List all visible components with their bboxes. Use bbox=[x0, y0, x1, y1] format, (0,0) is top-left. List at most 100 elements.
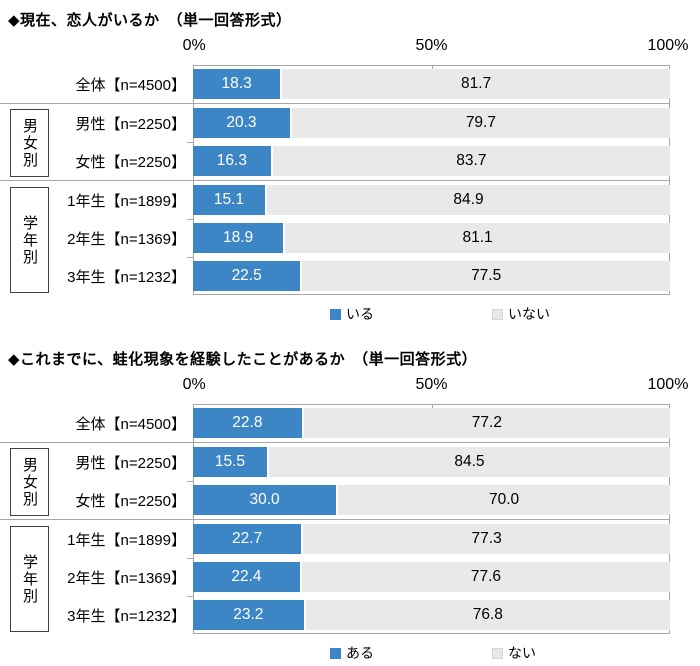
table-row: 女性【n=2250】 16.3 83.7 bbox=[0, 142, 670, 180]
legend-item-no: いない bbox=[492, 304, 550, 324]
table-row: 女性【n=2250】 30.0 70.0 bbox=[0, 481, 670, 519]
bar-segment-no: 84.5 bbox=[266, 447, 670, 477]
chart-title: ◆これまでに、蛙化現象を経験したことがあるか （単一回答形式） bbox=[8, 351, 478, 368]
x-axis: 0% 50% 100% bbox=[183, 37, 689, 59]
bar-segment-no: 77.3 bbox=[301, 524, 670, 554]
legend-swatch-yes-icon bbox=[330, 647, 341, 659]
legend-swatch-yes-icon bbox=[330, 308, 341, 320]
group-box-label: 学年別 bbox=[21, 214, 38, 266]
bar-segment-yes: 18.3 bbox=[193, 69, 281, 99]
bar-segment-yes: 30.0 bbox=[193, 485, 337, 515]
table-row: 男性【n=2250】 15.5 84.5 bbox=[0, 443, 670, 481]
group-box-grade: 学年別 bbox=[10, 526, 49, 632]
legend-label: ある bbox=[346, 645, 374, 661]
plot-area: 男女別 学年別 全体【n=4500】 22.8 77.2 男性【n=2250】 … bbox=[0, 404, 670, 634]
legend: いる いない bbox=[0, 304, 700, 324]
group-grade: 1年生【n=1899】 15.1 84.9 2年生【n=1369】 18.9 8… bbox=[0, 180, 670, 295]
group-box-label: 男女別 bbox=[21, 456, 38, 508]
bar-segment-no: 76.8 bbox=[303, 600, 670, 630]
bar: 15.5 84.5 bbox=[193, 447, 670, 477]
group-total: 全体【n=4500】 18.3 81.7 bbox=[0, 65, 670, 103]
table-row: 3年生【n=1232】 22.5 77.5 bbox=[0, 257, 670, 295]
bar: 22.4 77.6 bbox=[193, 562, 670, 592]
x-axis: 0% 50% 100% bbox=[183, 376, 689, 398]
chart-frogization: ◆これまでに、蛙化現象を経験したことがあるか （単一回答形式） 0% 50% 1… bbox=[0, 324, 700, 663]
bar-segment-no: 83.7 bbox=[270, 146, 670, 176]
axis-tick-0: 0% bbox=[182, 376, 206, 393]
legend-swatch-no-icon bbox=[492, 308, 503, 320]
bar-segment-yes: 20.3 bbox=[193, 108, 290, 138]
group-gender: 男性【n=2250】 15.5 84.5 女性【n=2250】 30.0 70.… bbox=[0, 442, 670, 519]
row-label: 2年生【n=1369】 bbox=[67, 569, 186, 587]
row-label: 1年生【n=1899】 bbox=[67, 531, 186, 549]
table-row: 全体【n=4500】 18.3 81.7 bbox=[0, 65, 670, 103]
bar: 22.5 77.5 bbox=[193, 261, 670, 291]
axis-tick-0: 0% bbox=[182, 37, 206, 54]
legend-swatch-no-icon bbox=[492, 647, 503, 659]
bar-segment-no: 77.5 bbox=[300, 261, 670, 291]
bar-segment-no: 81.1 bbox=[283, 223, 670, 253]
row-label: 1年生【n=1899】 bbox=[67, 192, 186, 210]
bar: 16.3 83.7 bbox=[193, 146, 670, 176]
legend-item-no: ない bbox=[492, 643, 536, 663]
bar-segment-yes: 18.9 bbox=[193, 223, 284, 253]
bar-segment-no: 77.2 bbox=[301, 408, 670, 438]
bar-segment-yes: 16.3 bbox=[193, 146, 271, 176]
axis-tick-50: 50% bbox=[415, 37, 448, 54]
bar-segment-yes: 22.5 bbox=[193, 261, 301, 291]
group-grade: 1年生【n=1899】 22.7 77.3 2年生【n=1369】 22.4 7… bbox=[0, 519, 670, 634]
bar: 18.9 81.1 bbox=[193, 223, 670, 253]
legend-label: いない bbox=[508, 306, 550, 322]
row-label: 男性【n=2250】 bbox=[75, 454, 186, 472]
legend: ある ない bbox=[0, 643, 700, 663]
row-label: 全体【n=4500】 bbox=[75, 415, 186, 433]
legend-item-yes: いる bbox=[330, 304, 374, 324]
bar: 20.3 79.7 bbox=[193, 108, 670, 138]
table-row: 1年生【n=1899】 15.1 84.9 bbox=[0, 181, 670, 219]
axis-tick-50: 50% bbox=[415, 376, 448, 393]
row-tick bbox=[187, 219, 194, 220]
row-tick bbox=[187, 481, 194, 482]
chart-partner: ◆現在、恋人がいるか （単一回答形式） 0% 50% 100% 男女別 学年別 … bbox=[0, 0, 700, 324]
bar: 23.2 76.8 bbox=[193, 600, 670, 630]
chart-title: ◆現在、恋人がいるか （単一回答形式） bbox=[8, 12, 292, 29]
row-tick bbox=[187, 558, 194, 559]
axis-tick-100: 100% bbox=[647, 376, 689, 393]
table-row: 3年生【n=1232】 23.2 76.8 bbox=[0, 596, 670, 634]
group-box-label: 男女別 bbox=[21, 117, 38, 169]
group-total: 全体【n=4500】 22.8 77.2 bbox=[0, 404, 670, 442]
table-row: 2年生【n=1369】 22.4 77.6 bbox=[0, 558, 670, 596]
bar-segment-yes: 22.7 bbox=[193, 524, 302, 554]
group-box-label: 学年別 bbox=[21, 553, 38, 605]
bar-segment-yes: 22.4 bbox=[193, 562, 300, 592]
group-box-gender: 男女別 bbox=[10, 448, 49, 516]
row-label: 3年生【n=1232】 bbox=[67, 268, 186, 286]
table-row: 全体【n=4500】 22.8 77.2 bbox=[0, 404, 670, 442]
bar: 22.8 77.2 bbox=[193, 408, 670, 438]
bar-segment-yes: 22.8 bbox=[193, 408, 302, 438]
bar-segment-no: 81.7 bbox=[280, 69, 670, 99]
plot-area: 男女別 学年別 全体【n=4500】 18.3 81.7 男性【n=2250】 … bbox=[0, 65, 670, 295]
legend-item-yes: ある bbox=[330, 643, 374, 663]
legend-label: いる bbox=[346, 306, 374, 322]
bar-segment-no: 79.7 bbox=[289, 108, 670, 138]
bar: 22.7 77.3 bbox=[193, 524, 670, 554]
bar-segment-no: 70.0 bbox=[336, 485, 670, 515]
row-tick bbox=[187, 142, 194, 143]
row-tick bbox=[187, 596, 194, 597]
group-box-gender: 男女別 bbox=[10, 109, 49, 177]
bar-segment-no: 77.6 bbox=[299, 562, 670, 592]
axis-tick-100: 100% bbox=[647, 37, 689, 54]
bar-segment-no: 84.9 bbox=[265, 185, 670, 215]
legend-label: ない bbox=[508, 645, 536, 661]
row-label: 全体【n=4500】 bbox=[75, 76, 186, 94]
row-label: 男性【n=2250】 bbox=[75, 115, 186, 133]
row-tick bbox=[187, 257, 194, 258]
bar: 15.1 84.9 bbox=[193, 185, 670, 215]
table-row: 1年生【n=1899】 22.7 77.3 bbox=[0, 520, 670, 558]
row-label: 女性【n=2250】 bbox=[75, 492, 186, 510]
row-label: 2年生【n=1369】 bbox=[67, 230, 186, 248]
row-label: 女性【n=2250】 bbox=[75, 153, 186, 171]
bar-segment-yes: 15.5 bbox=[193, 447, 267, 477]
table-row: 2年生【n=1369】 18.9 81.1 bbox=[0, 219, 670, 257]
